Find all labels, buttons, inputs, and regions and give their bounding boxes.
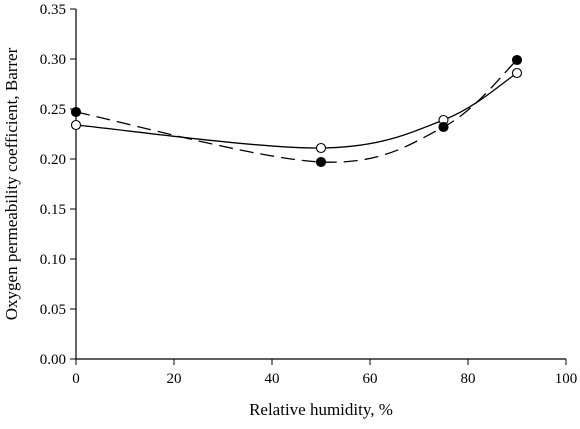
series-1-point <box>315 142 327 154</box>
series-1-point <box>511 67 523 79</box>
y-tick-label: 0.10 <box>40 252 66 268</box>
x-tick-label: 100 <box>555 371 578 387</box>
x-axis-label: Relative humidity, % <box>249 400 393 419</box>
x-tick-label: 60 <box>363 371 378 387</box>
y-ticks: 0.00 0.05 0.10 0.15 0.20 0.25 0.30 0.35 <box>40 2 76 368</box>
x-tick-label: 0 <box>72 371 80 387</box>
series-2-point <box>70 106 82 118</box>
y-tick-label: 0.25 <box>40 102 66 118</box>
series-2-point <box>511 54 523 66</box>
x-tick-label: 40 <box>265 371 280 387</box>
y-axis-label: Oxygen permeability coefficient, Barrer <box>2 47 21 320</box>
y-tick-label: 0.15 <box>40 202 66 218</box>
x-tick-label: 20 <box>167 371 182 387</box>
axes <box>75 9 566 360</box>
series-1-curve <box>75 72 518 149</box>
series-2-point <box>438 121 449 133</box>
series-2-curve <box>75 59 518 163</box>
y-tick-label: 0.30 <box>40 52 66 68</box>
y-tick-label: 0.00 <box>40 352 66 368</box>
y-tick-label: 0.05 <box>40 302 66 318</box>
series-2-point <box>315 156 327 168</box>
y-tick-label: 0.35 <box>40 2 66 18</box>
series-1-point <box>70 119 82 131</box>
y-tick-label: 0.20 <box>40 152 66 168</box>
x-ticks: 0 20 40 60 80 100 <box>72 359 577 387</box>
data-points <box>70 54 523 168</box>
curves <box>75 59 518 163</box>
x-tick-label: 80 <box>461 371 476 387</box>
